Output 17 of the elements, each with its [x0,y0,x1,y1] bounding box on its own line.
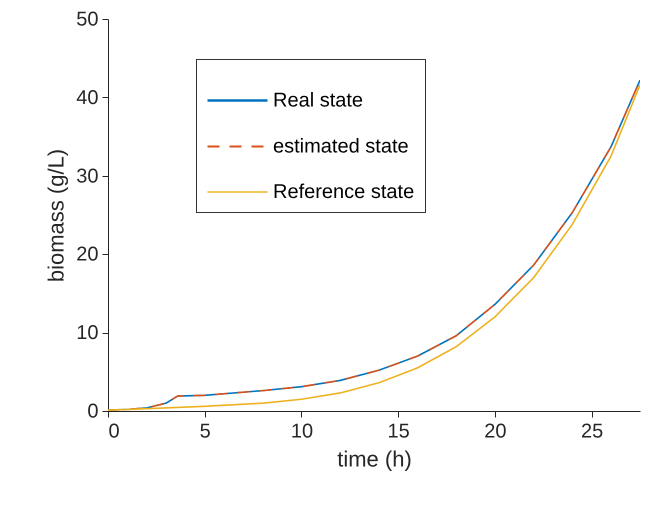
x-tick-label: 25 [581,420,604,442]
legend-label: Reference state [273,181,414,203]
x-tick-label: 20 [484,420,507,442]
y-tick-label: 10 [76,322,98,344]
legend-label: estimated state [273,136,409,158]
x-tick-label: 10 [290,420,314,442]
y-tick-label: 20 [76,244,98,266]
y-tick-label: 0 [87,400,98,422]
y-tick-label: 50 [76,8,98,30]
x-tick-label: 0 [108,420,120,442]
y-tick-label: 30 [76,165,98,188]
x-tick-label: 15 [388,420,410,442]
x-tick-label: 5 [200,420,211,442]
y-tick-label: 40 [76,86,98,109]
y-axis-title: biomass (g/L) [43,148,68,282]
legend-label: Real state [273,90,364,112]
x-axis-title: time (h) [337,446,412,472]
